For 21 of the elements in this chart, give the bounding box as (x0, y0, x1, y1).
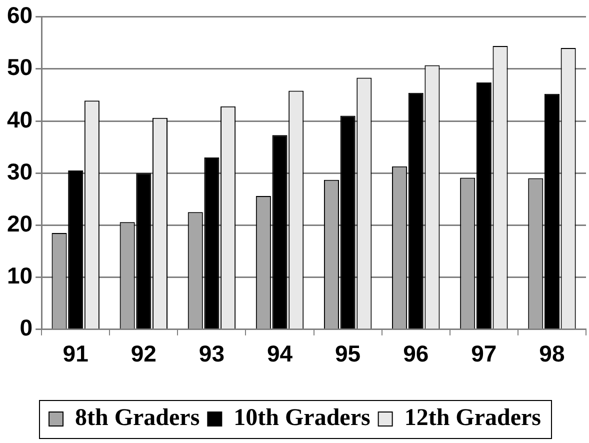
legend-label: 8th Graders (75, 405, 200, 432)
x-tick-label: 93 (198, 340, 225, 367)
x-tick-label: 95 (335, 340, 361, 367)
x-tick-label: 94 (266, 340, 293, 367)
x-tick-label: 91 (62, 340, 89, 367)
y-tick-label: 60 (6, 2, 33, 28)
y-tick-label: 0 (20, 314, 33, 341)
bar (204, 157, 220, 329)
x-tick-label: 97 (471, 340, 497, 367)
y-tick-label: 10 (6, 262, 33, 289)
bar (340, 116, 356, 329)
x-tick-label: 98 (539, 340, 565, 367)
bar (272, 135, 288, 329)
y-tick-label: 30 (6, 158, 33, 184)
y-tick-label: 40 (6, 106, 33, 132)
y-tick-label: 20 (6, 210, 33, 237)
x-tick-label: 92 (130, 340, 156, 367)
y-tick-label: 50 (6, 54, 33, 80)
legend-label: 12th Graders (404, 405, 541, 432)
legend-label: 10th Graders (234, 405, 370, 432)
x-tick-label: 96 (403, 340, 429, 367)
